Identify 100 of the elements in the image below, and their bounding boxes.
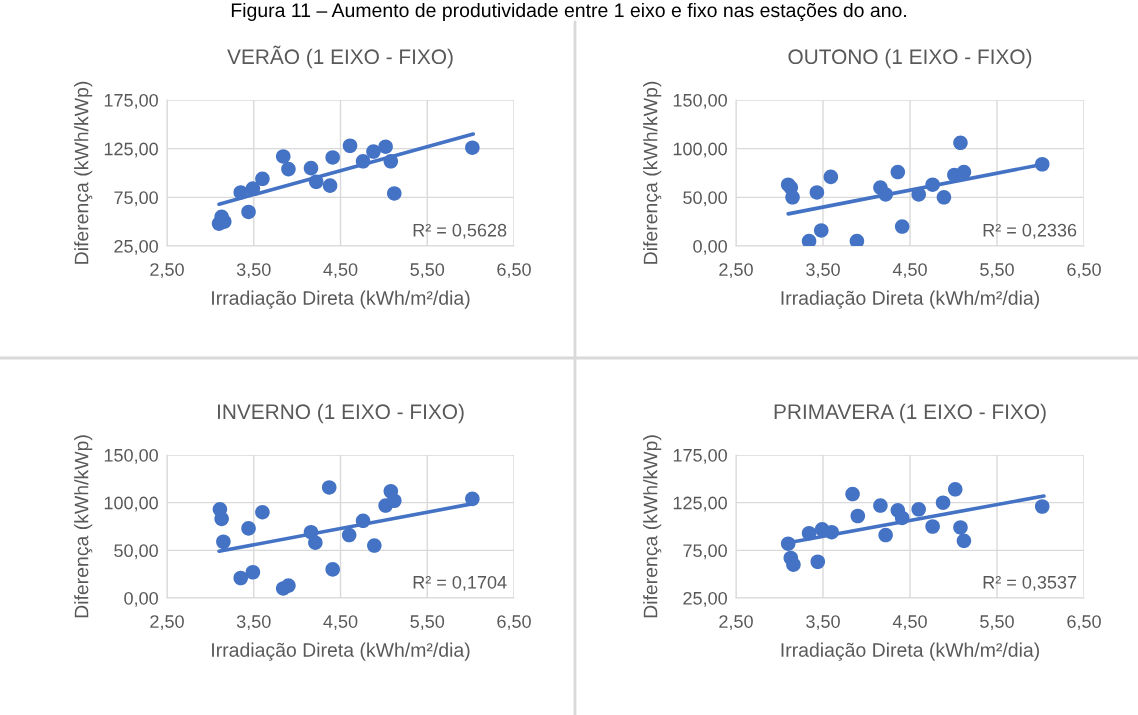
y-tick-label: 100,00: [673, 142, 727, 158]
point: [845, 486, 860, 502]
point: [873, 498, 888, 513]
point: [325, 150, 340, 165]
x-tick-label: 4,50: [323, 615, 358, 631]
point: [809, 185, 825, 200]
x-axis-title: Irradiação Direta (kWh/m²/dia): [212, 642, 470, 661]
x-tick-label: 4,50: [892, 263, 927, 279]
y-axis-title: Diferença (kWh/kWp): [643, 435, 662, 618]
point: [275, 149, 291, 164]
y-tick-label: 175,00: [104, 93, 158, 109]
y-tick-label: 100,00: [104, 496, 158, 512]
y-axis-title: Diferença (kWh/kWp): [74, 81, 93, 264]
x-tick-label: 6,50: [497, 615, 531, 631]
x-axis-title: Irradiação Direta (kWh/m²/dia): [781, 290, 1039, 309]
y-tick-label: 0,00: [124, 591, 158, 607]
x-tick-label: 6,50: [1067, 615, 1101, 631]
point: [321, 480, 337, 495]
point: [936, 190, 952, 205]
y-axis-title: Diferença (kWh/kWp): [643, 81, 662, 264]
point: [341, 527, 357, 543]
point: [823, 169, 839, 185]
point: [849, 233, 865, 246]
point: [241, 521, 256, 536]
x-tick-label: 2,50: [150, 615, 184, 631]
point: [367, 538, 382, 553]
chart-title: OUTONO (1 EIXO - FIXO): [788, 48, 1032, 69]
annotation: R² = 0,1704: [413, 575, 507, 591]
point: [303, 160, 319, 176]
y-tick-label: 0,00: [693, 239, 727, 255]
chart-title: PRIMAVERA (1 EIXO - FIXO): [774, 403, 1046, 424]
point: [366, 144, 381, 159]
x-tick-label: 3,50: [236, 615, 271, 631]
point: [1034, 499, 1050, 514]
y-tick-label: 25,00: [683, 591, 727, 607]
x-tick-label: 2,50: [719, 263, 753, 279]
point: [214, 511, 229, 527]
x-tick-label: 4,50: [323, 263, 358, 279]
point: [342, 138, 358, 154]
point: [383, 154, 399, 169]
point: [780, 536, 796, 551]
chart-title: VERÃO (1 EIXO - FIXO): [227, 45, 453, 69]
point: [925, 519, 940, 534]
x-tick-label: 3,50: [806, 263, 840, 279]
point: [233, 185, 249, 200]
point: [216, 534, 231, 550]
x-axis-title: Irradiação Direta (kWh/m²/dia): [781, 642, 1039, 661]
point: [322, 178, 338, 193]
y-tick-label: 50,00: [683, 191, 727, 207]
point: [947, 482, 963, 497]
x-tick-label: 6,50: [1067, 263, 1101, 279]
y-tick-label: 75,00: [683, 544, 727, 560]
point: [786, 557, 801, 572]
point: [953, 135, 968, 151]
point: [925, 177, 940, 192]
point: [355, 513, 371, 529]
y-tick-label: 75,00: [114, 191, 158, 207]
point: [281, 161, 296, 177]
x-tick-label: 5,50: [410, 263, 445, 279]
point: [465, 491, 480, 507]
point: [387, 493, 402, 509]
y-tick-label: 125,00: [104, 142, 158, 158]
point: [355, 154, 371, 169]
x-tick-label: 5,50: [980, 615, 1014, 631]
point: [878, 187, 893, 202]
point: [801, 233, 817, 246]
point: [255, 504, 270, 520]
point: [894, 219, 910, 234]
y-axis-title: Diferença (kWh/kWp): [74, 435, 93, 618]
point: [378, 139, 393, 154]
x-tick-label: 6,50: [497, 263, 531, 279]
y-tick-label: 50,00: [114, 544, 158, 560]
point: [850, 508, 866, 524]
x-tick-label: 2,50: [150, 263, 184, 279]
point: [911, 502, 926, 517]
annotation: R² = 0,5628: [413, 223, 507, 239]
point: [894, 510, 910, 526]
x-tick-label: 4,50: [892, 615, 927, 631]
x-axis-title: Irradiação Direta (kWh/m²/dia): [212, 290, 470, 309]
point: [890, 164, 906, 180]
point: [935, 495, 951, 510]
y-tick-label: 25,00: [114, 239, 158, 255]
x-tick-label: 5,50: [410, 615, 445, 631]
point: [810, 554, 826, 570]
point: [1034, 156, 1050, 172]
point: [281, 578, 296, 593]
x-tick-label: 5,50: [980, 263, 1014, 279]
point: [308, 535, 323, 550]
x-tick-label: 3,50: [806, 615, 840, 631]
point: [911, 187, 926, 202]
y-tick-label: 150,00: [104, 448, 158, 464]
point: [387, 186, 402, 201]
x-tick-label: 3,50: [236, 263, 271, 279]
point: [245, 564, 261, 580]
point: [878, 527, 893, 543]
text: Figura 11 – Aumento de produtividade entre 1 eixo e fixo nas estações do ano.: [231, 2, 906, 22]
point: [241, 204, 256, 220]
point: [956, 164, 972, 180]
point: [824, 524, 839, 540]
point: [245, 181, 261, 196]
